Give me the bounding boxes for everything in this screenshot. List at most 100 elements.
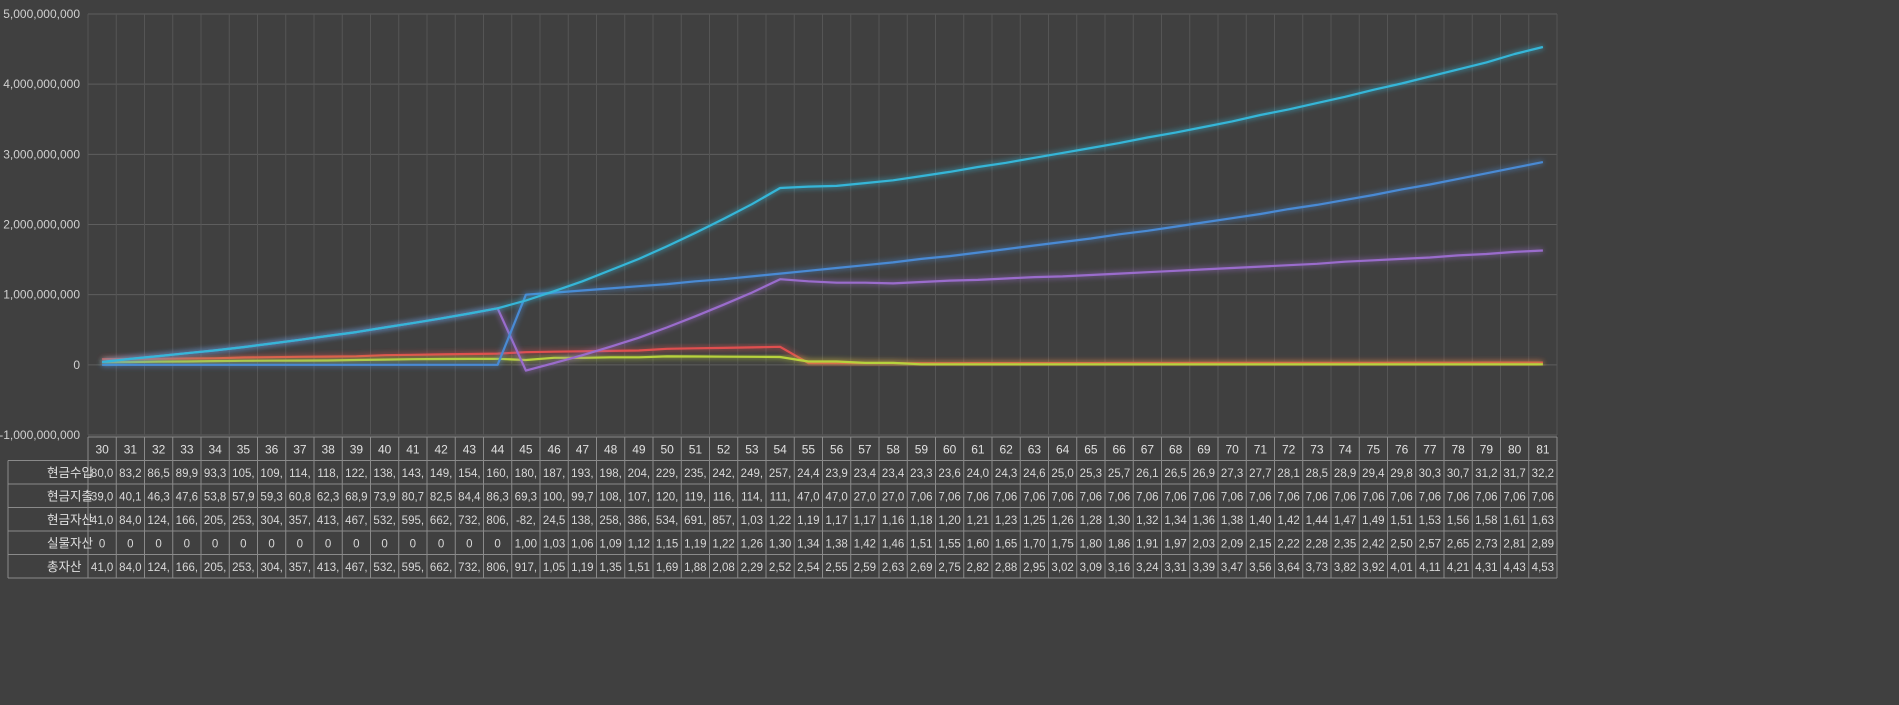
table-header-category: 37 xyxy=(293,442,307,456)
data-point xyxy=(1146,271,1148,273)
table-cell: 108, xyxy=(599,491,621,503)
table-cell: 0 xyxy=(410,538,416,550)
data-point xyxy=(807,361,809,363)
data-point xyxy=(779,187,781,189)
table-cell: 205, xyxy=(204,562,226,574)
data-point xyxy=(864,264,866,266)
table-cell: 86,5 xyxy=(147,468,169,480)
table-cell: 7,06 xyxy=(1080,491,1102,503)
data-point xyxy=(864,182,866,184)
table-cell: 24,5 xyxy=(543,515,565,527)
data-point xyxy=(1090,238,1092,240)
table-cell: 1,19 xyxy=(684,538,706,550)
table-cell: 111, xyxy=(770,491,791,503)
data-point xyxy=(610,356,612,358)
table-cell: 1,63 xyxy=(1532,515,1554,527)
data-point xyxy=(1372,89,1374,91)
data-point xyxy=(1316,204,1318,206)
data-point xyxy=(807,186,809,188)
table-header-category: 56 xyxy=(830,442,844,456)
table-cell: 1,75 xyxy=(1051,538,1073,550)
data-point xyxy=(1485,363,1487,365)
data-point xyxy=(638,285,640,287)
table-cell: 1,51 xyxy=(628,562,650,574)
table-cell: 119, xyxy=(685,491,707,503)
data-point xyxy=(327,364,329,366)
data-point xyxy=(158,361,160,363)
table-cell: 0 xyxy=(494,538,500,550)
table-cell: 732, xyxy=(458,562,480,574)
table-cell: 28,9 xyxy=(1334,468,1356,480)
legend-label: 현금자산 xyxy=(47,513,94,527)
table-header-category: 53 xyxy=(745,442,759,456)
table-header-category: 63 xyxy=(1028,442,1042,456)
legend-label: 현금지출 xyxy=(47,489,93,503)
data-point xyxy=(525,299,527,301)
table-cell: 23,9 xyxy=(825,468,847,480)
data-point xyxy=(1118,233,1120,235)
data-point xyxy=(327,359,329,361)
data-point xyxy=(497,353,499,355)
table-cell: 1,53 xyxy=(1419,515,1441,527)
table-cell: 7,06 xyxy=(1221,491,1243,503)
table-cell: 1,97 xyxy=(1164,538,1186,550)
table-header-category: 47 xyxy=(576,442,590,456)
data-point xyxy=(1288,108,1290,110)
data-point xyxy=(1344,199,1346,201)
table-header-category: 58 xyxy=(886,442,900,456)
data-point xyxy=(977,363,979,365)
data-point xyxy=(384,354,386,356)
data-point xyxy=(468,353,470,355)
data-point xyxy=(384,327,386,329)
table-cell: 27,0 xyxy=(882,491,904,503)
table-cell: 83,2 xyxy=(119,468,141,480)
table-cell: 198, xyxy=(599,468,621,480)
table-cell: 1,51 xyxy=(910,538,932,550)
data-point xyxy=(1401,258,1403,260)
table-cell: 806, xyxy=(486,515,508,527)
table-cell: 0 xyxy=(184,538,190,550)
data-point xyxy=(1429,75,1431,77)
data-point xyxy=(666,283,668,285)
table-cell: 1,34 xyxy=(1164,515,1187,527)
table-cell: 99,7 xyxy=(571,491,593,503)
data-point xyxy=(1542,363,1544,365)
table-cell: 1,42 xyxy=(854,538,876,550)
table-cell: 59,3 xyxy=(260,491,282,503)
data-point xyxy=(271,356,273,358)
table-cell: 2,95 xyxy=(1023,562,1045,574)
table-cell: 7,06 xyxy=(1475,491,1497,503)
table-cell: 23,3 xyxy=(910,468,932,480)
table-header-category: 69 xyxy=(1197,442,1211,456)
data-point xyxy=(977,279,979,281)
table-cell: 7,06 xyxy=(995,491,1017,503)
table-cell: 229, xyxy=(656,468,678,480)
table-header-category: 30 xyxy=(95,442,109,456)
table-cell: 100, xyxy=(543,491,565,503)
data-point xyxy=(1372,363,1374,365)
data-point xyxy=(1542,46,1544,48)
data-point xyxy=(1203,126,1205,128)
table-cell: 4,01 xyxy=(1390,562,1412,574)
table-cell: 253, xyxy=(232,562,254,574)
table-cell: 0 xyxy=(240,538,246,550)
table-cell: 47,6 xyxy=(176,491,198,503)
table-cell: 3,24 xyxy=(1136,562,1159,574)
data-point xyxy=(836,185,838,187)
table-header-category: 80 xyxy=(1508,442,1522,456)
data-point xyxy=(949,280,951,282)
table-cell: 467, xyxy=(345,562,367,574)
table-cell: 154, xyxy=(458,468,480,480)
table-cell: 26,1 xyxy=(1136,468,1158,480)
table-cell: 23,4 xyxy=(882,468,905,480)
data-point xyxy=(723,218,725,220)
data-point xyxy=(723,356,725,358)
data-point xyxy=(807,280,809,282)
data-point xyxy=(355,359,357,361)
table-cell: 304, xyxy=(260,515,282,527)
data-point xyxy=(1344,96,1346,98)
table-cell: 32,2 xyxy=(1532,468,1554,480)
table-cell: 1,15 xyxy=(656,538,678,550)
table-cell: 1,65 xyxy=(995,538,1017,550)
